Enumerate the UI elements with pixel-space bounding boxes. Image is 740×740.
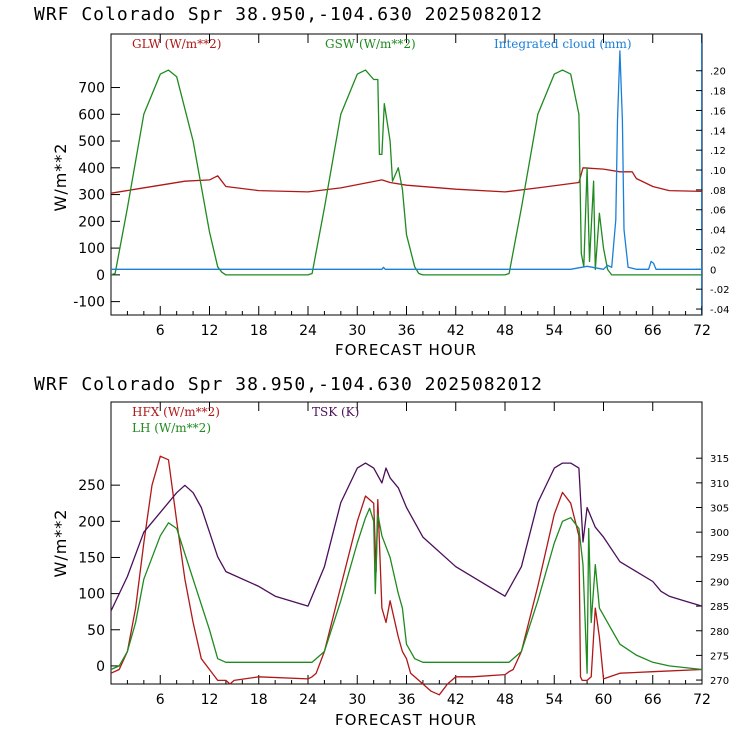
x-tick-label: 72 — [693, 323, 711, 339]
x-tick-label: 36 — [398, 692, 416, 708]
series-line-glw — [110, 167, 703, 194]
x-tick-label: 36 — [398, 323, 416, 339]
right-tick-label: .16 — [710, 106, 726, 117]
top-x-axis-label: FORECAST HOUR — [335, 341, 477, 359]
series-line-hfx — [110, 455, 703, 696]
y-tick-label: 100 — [78, 241, 105, 257]
y-tick-label: 0 — [96, 659, 105, 675]
top-panel: WRF Colorado Spr 38.950,-104.630 2025082… — [34, 4, 730, 359]
legend-tsk: TSK (K) — [312, 405, 359, 419]
top-chart-title: WRF Colorado Spr 38.950,-104.630 2025082… — [34, 4, 543, 25]
legend-glw: GLW (W/m**2) — [132, 37, 221, 51]
right-tick-label: .14 — [710, 126, 726, 137]
x-tick-label: 30 — [348, 323, 366, 339]
top-right-axis-line — [701, 34, 702, 315]
top-y-ticks: -100 0 100 200 300 400 500 600 700 — [73, 81, 120, 311]
y-tick-label: 0 — [96, 268, 105, 284]
right-tick-label: .04 — [710, 226, 726, 237]
x-tick-label: 48 — [496, 692, 514, 708]
x-tick-label: 60 — [595, 692, 613, 708]
right-tick-label: 310 — [710, 479, 729, 490]
right-tick-label: .06 — [710, 206, 726, 217]
y-tick-label: 200 — [78, 214, 105, 230]
x-tick-label: 72 — [693, 692, 711, 708]
right-tick-label: -.02 — [710, 285, 730, 296]
x-tick-label: 18 — [250, 692, 268, 708]
legend-integrated-cloud: Integrated cloud (mm) — [494, 37, 632, 51]
x-tick-label: 18 — [250, 323, 268, 339]
right-tick-label: 295 — [710, 553, 729, 564]
y-tick-label: 150 — [78, 550, 105, 566]
bottom-x-axis-label: FORECAST HOUR — [335, 711, 477, 729]
right-tick-label: 315 — [710, 454, 729, 465]
x-tick-label: 66 — [644, 323, 662, 339]
y-tick-label: 400 — [78, 161, 105, 177]
legend-hfx: HFX (W/m**2) — [132, 405, 220, 419]
series-line-gsw — [110, 69, 702, 276]
series-line-integrated — [111, 50, 702, 270]
series-line-tsk — [110, 462, 703, 612]
y-tick-label: 300 — [78, 188, 105, 204]
legend-lh: LH (W/m**2) — [132, 421, 211, 435]
right-tick-label: .12 — [710, 146, 726, 157]
top-x-ticks: 6 12 18 24 30 36 42 48 54 60 66 72 — [126, 34, 711, 339]
bottom-panel: WRF Colorado Spr 38.950,-104.630 2025082… — [34, 374, 729, 729]
right-tick-label: .08 — [710, 186, 726, 197]
x-tick-label: 6 — [156, 323, 165, 339]
bottom-chart-title: WRF Colorado Spr 38.950,-104.630 2025082… — [34, 374, 543, 395]
top-y-axis-label: W/m**2 — [51, 143, 70, 212]
right-tick-label: .20 — [710, 67, 726, 78]
right-tick-label: 300 — [710, 528, 729, 539]
top-right-ticks: -.04 -.02 0 .02 .04 .06 .08 .10 .12 .14 .16 .18 .20 — [696, 67, 730, 316]
right-tick-label: .18 — [710, 87, 726, 98]
legend-gsw: GSW (W/m**2) — [325, 37, 416, 51]
x-tick-label: 24 — [299, 692, 317, 708]
y-tick-label: 200 — [78, 514, 105, 530]
x-tick-label: 54 — [545, 323, 563, 339]
top-series-lines — [110, 50, 703, 276]
right-tick-label: 305 — [710, 504, 729, 515]
y-tick-label: 100 — [78, 587, 105, 603]
bottom-x-ticks: 6 12 18 24 30 36 42 48 54 60 66 72 — [126, 402, 711, 708]
y-tick-label: 600 — [78, 107, 105, 123]
y-tick-label: 500 — [78, 134, 105, 150]
x-tick-label: 66 — [644, 692, 662, 708]
x-tick-label: 24 — [299, 323, 317, 339]
bottom-y-axis-label: W/m**2 — [51, 509, 70, 578]
bottom-y-ticks: 0 50 100 150 200 250 — [78, 478, 120, 675]
x-tick-label: 54 — [545, 692, 563, 708]
right-tick-label: .02 — [710, 245, 726, 256]
right-tick-label: 290 — [710, 577, 729, 588]
x-tick-label: 30 — [348, 692, 366, 708]
x-tick-label: 42 — [447, 323, 465, 339]
x-tick-label: 48 — [496, 323, 514, 339]
y-tick-label: -100 — [73, 295, 105, 311]
y-tick-label: 250 — [78, 478, 105, 494]
x-tick-label: 12 — [201, 323, 219, 339]
x-tick-label: 12 — [201, 692, 219, 708]
y-tick-label: 700 — [78, 81, 105, 97]
right-tick-label: 0 — [710, 265, 716, 276]
right-tick-label: 270 — [710, 676, 729, 687]
x-tick-label: 60 — [595, 323, 613, 339]
right-tick-label: .10 — [710, 166, 726, 177]
series-line-lh — [110, 507, 703, 674]
right-tick-label: -.04 — [710, 305, 730, 316]
x-tick-label: 6 — [156, 692, 165, 708]
y-tick-label: 50 — [87, 623, 105, 639]
bottom-series-lines — [110, 455, 703, 696]
right-tick-label: 285 — [710, 602, 729, 613]
right-tick-label: 275 — [710, 651, 729, 662]
right-tick-label: 280 — [710, 627, 729, 638]
x-tick-label: 42 — [447, 692, 465, 708]
bottom-right-ticks: 270 275 280 285 290 295 300 305 310 315 — [696, 454, 729, 687]
